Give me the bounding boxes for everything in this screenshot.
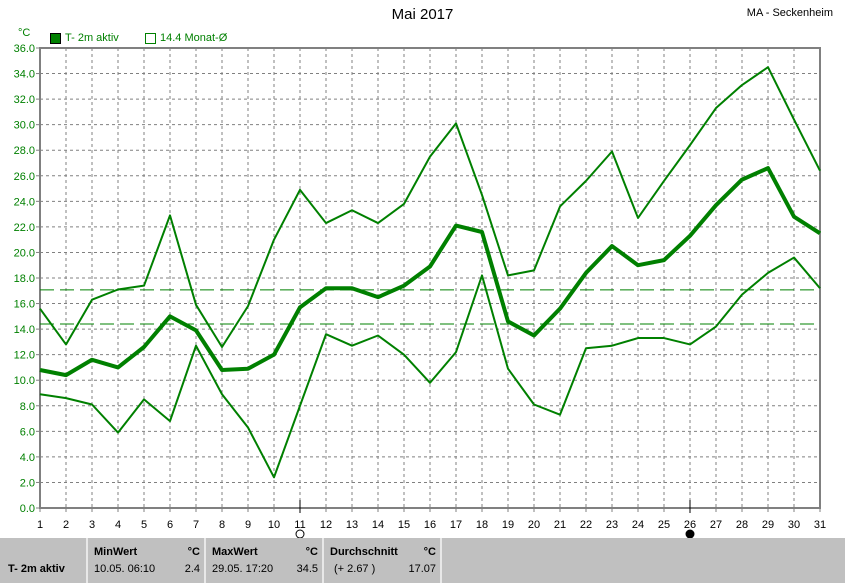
y-tick-label: 20.0 [14, 247, 35, 259]
x-tick-label: 11 [294, 519, 305, 531]
chart-title: Mai 2017 [391, 6, 454, 23]
x-tick-label: 2 [63, 519, 69, 531]
x-tick-label: 23 [606, 519, 618, 531]
empty-cell [440, 538, 845, 583]
y-axis-unit: °C [18, 27, 31, 39]
x-tick-label: 16 [424, 519, 436, 531]
x-tick-label: 12 [320, 519, 332, 531]
x-tick-label: 9 [245, 519, 251, 531]
x-tick-label: 29 [762, 519, 774, 531]
legend-mean-label: 14.4 Monat-Ø [160, 32, 228, 44]
y-tick-label: 32.0 [14, 94, 35, 106]
x-tick-label: 21 [554, 519, 566, 531]
max-cell: MaxWert °C 29.05. 17:20 34.5 [204, 538, 322, 583]
full-moon-icon [295, 529, 305, 538]
y-tick-label: 30.0 [14, 120, 35, 132]
legend-series-label: T- 2m aktiv [65, 32, 119, 44]
legend-swatch-open [145, 32, 156, 44]
avg-delta: (+ 2.67 ) [334, 563, 376, 575]
y-tick-label: 6.0 [20, 426, 35, 438]
legend-series: T- 2m aktiv [50, 32, 119, 44]
x-tick-label: 28 [736, 519, 748, 531]
x-tick-label: 30 [788, 519, 800, 531]
y-tick-label: 0.0 [20, 503, 35, 515]
y-tick-label: 34.0 [14, 69, 35, 81]
max-value: 34.5 [296, 563, 318, 575]
x-tick-label: 5 [141, 519, 147, 531]
temperature-chart: 0.0 2.0 4.0 6.0 8.0 10.0 12.0 14.0 16.0 18.0 20.0 2… [14, 43, 826, 538]
x-tick-label: 4 [115, 519, 121, 531]
x-tick-label: 18 [476, 519, 488, 531]
x-tick-label: 14 [372, 519, 384, 531]
x-tick-label: 22 [580, 519, 592, 531]
min-header: MinWert [94, 546, 138, 558]
y-tick-label: 10.0 [14, 375, 35, 387]
min-cell: MinWert °C 10.05. 06:10 2.4 [86, 538, 204, 583]
row-label: T- 2m aktiv [8, 563, 65, 575]
x-tick-label: 8 [219, 519, 225, 531]
x-tick-label: 6 [167, 519, 173, 531]
x-tick-label: 15 [398, 519, 410, 531]
y-tick-label: 24.0 [14, 196, 35, 208]
y-tick-label: 18.0 [14, 273, 35, 285]
min-time: 10.05. 06:10 [94, 563, 156, 575]
max-time: 29.05. 17:20 [212, 563, 274, 575]
max-unit: °C [305, 546, 318, 558]
x-tick-label: 7 [193, 519, 199, 531]
avg-header: Durchschnitt [330, 546, 398, 558]
new-moon-icon [685, 529, 695, 538]
legend-swatch-filled [50, 32, 61, 44]
avg-value: 17.07 [408, 563, 436, 575]
y-tick-label: 8.0 [20, 401, 35, 413]
y-tick-label: 12.0 [14, 350, 35, 362]
x-tick-label: 27 [710, 519, 722, 531]
x-tick-label: 17 [450, 519, 462, 531]
plot-frame [39, 47, 821, 509]
y-tick-label: 28.0 [14, 145, 35, 157]
avg-cell: Durchschnitt °C (+ 2.67 ) 17.07 [322, 538, 440, 583]
x-tick-label: 26 [684, 519, 696, 531]
legend-mean: 14.4 Monat-Ø [145, 32, 227, 44]
avg-unit: °C [423, 546, 436, 558]
x-tick-label: 1 [37, 519, 43, 531]
max-header: MaxWert [212, 546, 258, 558]
x-tick-label: 24 [632, 519, 644, 531]
y-tick-label: 4.0 [20, 452, 35, 464]
x-tick-label: 10 [268, 519, 280, 531]
x-tick-label: 20 [528, 519, 540, 531]
station-name: MA - Seckenheim [746, 7, 833, 19]
x-tick-label: 25 [658, 519, 670, 531]
x-tick-label: 19 [502, 519, 514, 531]
min-value: 2.4 [184, 563, 200, 575]
y-tick-label: 22.0 [14, 222, 35, 234]
x-tick-label: 3 [89, 519, 95, 531]
y-tick-label: 14.0 [14, 324, 35, 336]
y-tick-label: 16.0 [14, 299, 35, 311]
x-tick-label: 31 [814, 519, 826, 531]
y-tick-label: 2.0 [20, 477, 35, 489]
y-tick-label: 26.0 [14, 171, 35, 183]
x-tick-label: 13 [346, 519, 358, 531]
stats-panel: T- 2m aktiv MinWert °C 10.05. 06:10 2.4 … [0, 538, 845, 583]
min-unit: °C [187, 546, 200, 558]
y-tick-label: 36.0 [14, 43, 35, 55]
